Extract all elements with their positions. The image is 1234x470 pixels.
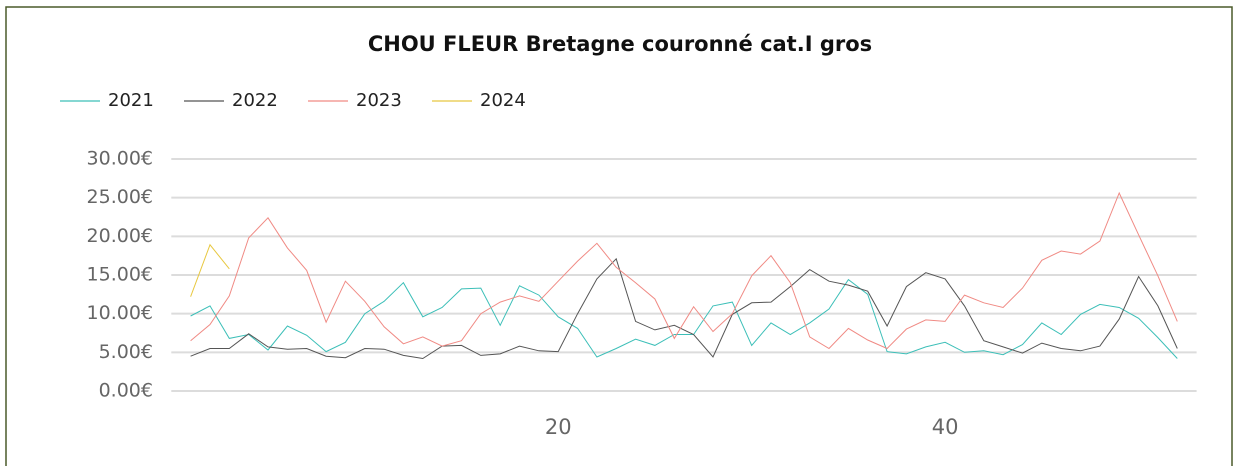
y-tick-label: 10.00€ — [87, 302, 153, 324]
legend-label: 2023 — [356, 90, 402, 111]
card-frame — [5, 6, 1233, 470]
y-tick-label: 5.00€ — [99, 341, 153, 363]
y-tick-label: 20.00€ — [87, 225, 153, 247]
legend-label: 2021 — [108, 90, 154, 111]
x-tick-label: 40 — [932, 415, 959, 439]
series-line — [190, 191, 1178, 350]
y-tick-label: 25.00€ — [87, 186, 153, 208]
y-tick-label: 15.00€ — [87, 264, 153, 286]
series-line — [190, 257, 1178, 360]
x-tick-label: 20 — [545, 415, 572, 439]
legend-label: 2022 — [232, 90, 278, 111]
y-tick-label: 30.00€ — [87, 148, 153, 170]
y-tick-label: 0.00€ — [99, 380, 153, 402]
chart-title: CHOU FLEUR Bretagne couronné cat.I gros — [368, 32, 872, 56]
series-line — [190, 243, 230, 297]
legend-label: 2024 — [480, 90, 526, 111]
